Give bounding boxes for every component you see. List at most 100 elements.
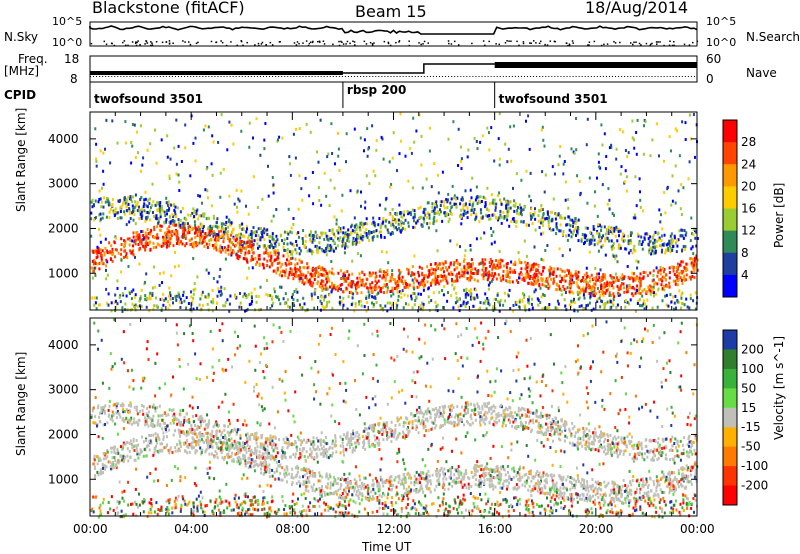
power-cell — [690, 217, 692, 220]
power-cell — [104, 148, 106, 151]
velocity-cell — [466, 357, 468, 360]
power-cell — [375, 149, 377, 152]
power-cell — [255, 295, 257, 298]
power-cell — [251, 248, 253, 251]
power-cell — [161, 298, 163, 301]
power-cell — [352, 296, 354, 299]
power-cell — [666, 294, 668, 297]
power-cell — [209, 230, 211, 233]
power-cell — [183, 300, 185, 303]
power-cell — [94, 274, 96, 277]
power-cell — [355, 290, 357, 293]
power-cell — [157, 243, 159, 246]
power-cell — [140, 230, 142, 233]
power-cell — [190, 295, 192, 298]
power-cell — [538, 265, 540, 268]
power-cell — [281, 137, 283, 140]
power-cell — [381, 250, 383, 253]
power-cell — [569, 248, 571, 251]
power-cell — [502, 259, 504, 262]
power-cell — [157, 209, 159, 212]
power-cell — [368, 239, 370, 242]
power-cell — [100, 252, 102, 255]
power-cell — [140, 213, 142, 216]
power-cell — [648, 251, 650, 254]
power-cell — [523, 296, 525, 299]
velocity-cell — [296, 482, 298, 485]
power-cell — [359, 277, 361, 280]
nave-dot — [394, 76, 395, 77]
power-cell — [663, 285, 665, 288]
power-cell — [564, 275, 566, 278]
power-cell — [637, 119, 639, 122]
power-cell — [215, 243, 217, 246]
power-cell — [587, 118, 589, 121]
power-cell — [656, 266, 658, 269]
power-cell — [500, 279, 502, 282]
velocity-cell — [143, 455, 145, 458]
power-cell — [341, 245, 343, 248]
velocity-heatmap-cells — [90, 318, 698, 519]
power-cell — [684, 245, 686, 248]
power-cell — [254, 288, 256, 291]
power-cell — [532, 307, 534, 310]
power-cell — [542, 232, 544, 235]
nave-dot — [245, 76, 246, 77]
nave-dot — [478, 76, 479, 77]
power-cell — [145, 232, 147, 235]
power-cell — [598, 276, 600, 279]
power-cell — [281, 239, 283, 242]
power-cell — [417, 271, 419, 274]
power-cell — [556, 275, 558, 278]
nave-dot — [545, 76, 546, 77]
nsearch-dot — [697, 41, 699, 43]
power-cell — [641, 290, 643, 293]
power-cell — [672, 245, 674, 248]
power-cell — [216, 237, 218, 240]
power-cell — [690, 294, 692, 297]
power-cell — [576, 281, 578, 284]
power-cell — [463, 275, 465, 278]
power-cell — [567, 198, 569, 201]
power-cell — [361, 271, 363, 274]
nave-dot — [290, 76, 291, 77]
power-cell — [652, 279, 654, 282]
power-cell — [140, 170, 142, 173]
power-cell — [476, 196, 478, 199]
power-cell — [153, 266, 155, 269]
power-cell — [343, 290, 345, 293]
power-cell — [510, 207, 512, 210]
power-cell — [128, 203, 130, 206]
nave-dot — [278, 76, 279, 77]
power-cell — [455, 280, 457, 283]
power-cell — [208, 272, 210, 275]
power-cell — [524, 261, 526, 264]
power-cell — [127, 238, 129, 241]
power-cell — [578, 239, 580, 242]
power-cell — [326, 275, 328, 278]
power-cell — [266, 279, 268, 282]
power-cell — [652, 288, 654, 291]
power-cell — [129, 239, 131, 242]
power-cell — [151, 204, 153, 207]
velocity-cell — [448, 389, 450, 392]
power-cell — [189, 174, 191, 177]
power-cell — [119, 199, 121, 202]
power-cell — [318, 273, 320, 276]
power-cell — [670, 149, 672, 152]
velocity-cell — [159, 387, 161, 390]
nave-dot — [527, 76, 528, 77]
power-cell — [150, 229, 152, 232]
velocity-cell — [363, 483, 365, 486]
power-cell — [377, 223, 379, 226]
power-cell — [295, 157, 297, 160]
power-cell — [102, 212, 104, 215]
power-cell — [682, 282, 684, 285]
power-cell — [674, 295, 676, 298]
power-cell — [584, 236, 586, 239]
power-cell — [669, 276, 671, 279]
power-cell — [149, 209, 151, 212]
power-cell — [414, 213, 416, 216]
power-cell — [139, 198, 141, 201]
power-cell — [304, 276, 306, 279]
